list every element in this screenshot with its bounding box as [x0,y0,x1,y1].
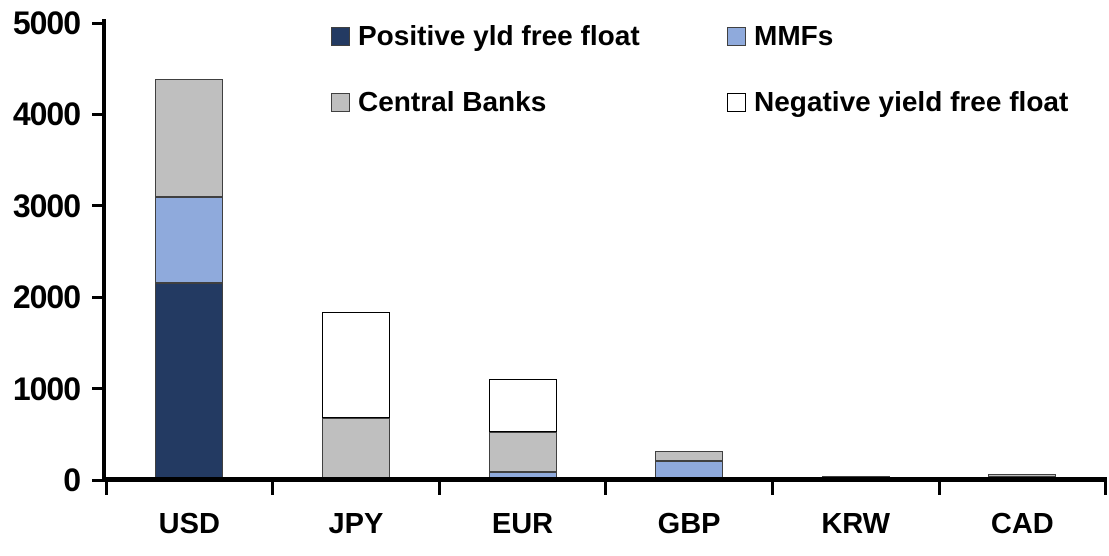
legend-label: MMFs [754,20,834,51]
y-axis-tick [92,204,104,208]
bar-segment-eur-central-banks [488,432,557,472]
y-axis-tick-label: 5000 [12,5,81,41]
bar-segment-cad-central-banks [988,473,1057,478]
legend-label: Central Banks [358,86,547,117]
bar-segment-usd-mmfs [155,196,224,284]
legend-label: Positive yld free float [358,20,640,51]
bar-segment-usd-central-banks [155,78,224,197]
y-axis-tick [92,21,104,25]
y-axis-tick-label: 3000 [12,187,81,224]
x-axis-tick [937,480,941,495]
bar-segment-gbp-central-banks [655,451,724,462]
x-axis-category-label: EUR [491,508,554,540]
x-axis-tick [1104,480,1108,495]
x-axis-tick [604,480,608,495]
legend-item-mmfs: MMFs [727,19,833,53]
y-axis-tick [92,478,104,482]
legend-item-positive-yld-free-float: Positive yld free float [331,19,640,53]
y-axis-tick-label: 1000 [12,370,81,407]
legend-item-central-banks: Central Banks [331,85,546,119]
x-axis-category-label: USD [158,508,220,540]
y-axis-tick [92,295,104,299]
bar-segment-jpy-central-banks [321,417,390,480]
x-axis-tick [104,480,108,495]
bar-segment-usd-positive-yld-free-float [155,283,224,480]
legend-swatch-central-banks [331,92,350,112]
legend-swatch-mmfs [727,26,746,46]
y-axis-line [102,19,106,482]
x-axis-category-label: CAD [990,508,1054,540]
x-axis-tick [437,480,441,495]
x-axis-category-label: KRW [821,508,891,540]
y-axis-tick-label: 4000 [12,96,81,133]
bar-segment-jpy-negative-yield-free-float [321,312,390,418]
y-axis-tick-label: 0 [63,462,81,498]
legend-swatch-negative-yield-free-float [727,92,746,112]
bar-segment-eur-negative-yield-free-float [488,379,557,432]
y-axis-tick [92,387,104,391]
x-axis-tick [271,480,275,495]
legend-item-negative-yield-free-float: Negative yield free float [727,85,1068,119]
x-axis-category-label: GBP [657,508,721,540]
legend-swatch-positive-yld-free-float [331,26,350,46]
x-axis-category-label: JPY [328,508,384,540]
legend-label: Negative yield free float [754,86,1069,117]
y-axis-tick [92,112,104,116]
x-axis-line [102,477,1107,482]
y-axis-tick-label: 2000 [12,279,81,316]
x-axis-tick [770,480,774,495]
